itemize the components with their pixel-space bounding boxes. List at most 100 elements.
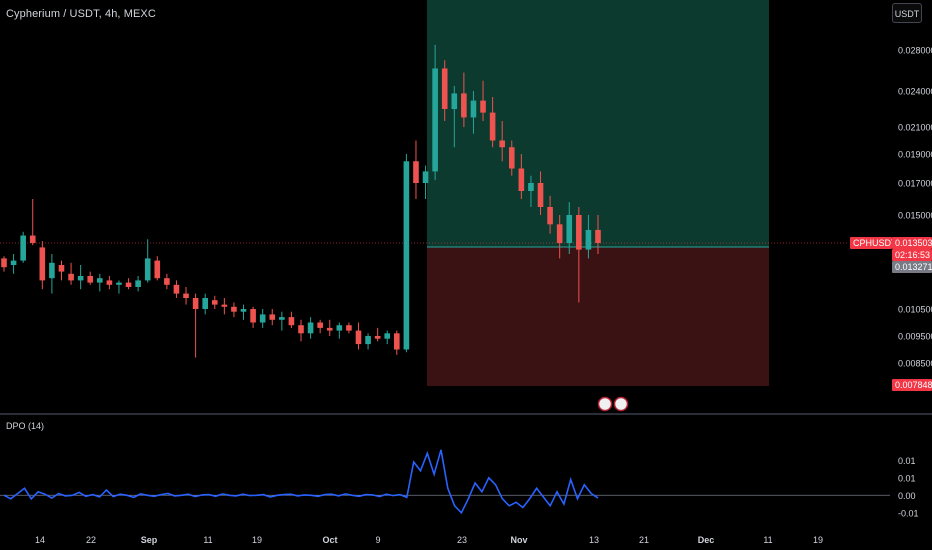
candle: [116, 280, 122, 294]
dpo-line: [3, 449, 599, 515]
candle: [576, 207, 582, 303]
candle-body: [508, 147, 515, 169]
candle-body: [1, 258, 7, 268]
candle-body: [566, 215, 573, 243]
candle-body: [422, 171, 429, 183]
candle: [384, 330, 391, 345]
candle: [451, 85, 458, 148]
candle-body: [58, 265, 65, 272]
candle-body: [77, 276, 84, 281]
candle: [355, 322, 362, 350]
candle-body: [355, 330, 362, 345]
candle-body: [307, 322, 314, 334]
candle: [173, 280, 180, 298]
candle-body: [461, 93, 467, 118]
candle: [595, 215, 601, 254]
price-tick-label: 0.024000: [898, 87, 932, 97]
candle: [518, 154, 525, 199]
candle-body: [346, 325, 352, 331]
candle-body: [202, 298, 208, 309]
candle: [106, 276, 113, 290]
candle-body: [317, 322, 323, 328]
candle-body: [164, 278, 170, 285]
time-tick-label: 21: [639, 535, 649, 545]
candle-body: [384, 333, 391, 339]
candle: [49, 254, 55, 294]
candle: [39, 241, 46, 290]
candle-body: [49, 262, 55, 279]
dpo-tick-label: 0.01: [898, 456, 916, 466]
candle: [403, 154, 410, 353]
candle-body: [489, 112, 496, 141]
candle-body: [298, 325, 304, 334]
chart-title: Cypherium / USDT, 4h, MEXC: [6, 8, 156, 20]
candle-body: [480, 100, 486, 113]
candle-body: [87, 276, 94, 283]
candle: [346, 322, 352, 334]
symbol-tag: [850, 236, 892, 249]
candle-body: [97, 278, 103, 283]
last-price-text: 0.013503: [895, 238, 932, 248]
candle: [489, 97, 496, 148]
candle-body: [259, 314, 266, 323]
candle: [202, 293, 208, 315]
candle-body: [441, 68, 448, 109]
candle-body: [269, 314, 276, 320]
countdown-tag: [892, 248, 932, 261]
candle-body: [537, 183, 544, 207]
candle-body: [547, 207, 553, 225]
us-flag-event-icon[interactable]: [613, 396, 629, 412]
candle: [374, 327, 381, 342]
candle-body: [144, 258, 151, 281]
candle-body: [125, 282, 132, 287]
candle: [183, 287, 189, 305]
news-markers[interactable]: [597, 396, 629, 412]
countdown-text: 02:16:53: [895, 250, 930, 260]
price-tick-label: 0.019000: [898, 150, 932, 160]
candle-body: [221, 304, 228, 307]
candle-body: [279, 317, 285, 320]
candle: [231, 302, 237, 318]
time-tick-label: Oct: [322, 535, 337, 545]
candle-body: [403, 161, 410, 350]
candle-body: [10, 260, 17, 265]
stop-price-tag: [892, 379, 932, 391]
price-tick-label: 0.015000: [898, 211, 932, 221]
candle: [317, 319, 323, 334]
candle: [77, 265, 84, 290]
us-flag-event-icon[interactable]: [597, 396, 613, 412]
candle: [307, 317, 314, 339]
candle: [164, 273, 170, 290]
symbol-tag-text: CPHUSDT: [853, 238, 897, 248]
candle-body: [336, 325, 343, 331]
candle: [336, 322, 343, 339]
candle-body: [250, 309, 256, 323]
candle: [154, 256, 161, 281]
candle: [144, 239, 151, 283]
candle-body: [39, 247, 46, 281]
loss-zone[interactable]: [427, 247, 769, 386]
candle-body: [556, 224, 563, 243]
candle-body: [585, 229, 592, 250]
candle: [461, 72, 467, 127]
candle-body: [231, 306, 237, 312]
candle: [269, 309, 276, 326]
candle: [29, 199, 36, 246]
candle-body: [470, 100, 477, 118]
candle-body: [518, 168, 525, 191]
candle-body: [432, 68, 438, 172]
candle: [326, 319, 333, 336]
candle: [259, 309, 266, 328]
price-tick-label: 0.009500: [898, 332, 932, 342]
candle: [68, 262, 74, 285]
time-tick-label: Nov: [510, 535, 527, 545]
time-tick-label: 22: [86, 535, 96, 545]
currency-button[interactable]: USDT: [892, 3, 922, 23]
profit-zone[interactable]: [427, 0, 769, 247]
candle: [97, 273, 103, 292]
candle: [125, 278, 132, 290]
candle: [1, 256, 7, 272]
candle-body: [365, 336, 371, 345]
candle-body: [173, 284, 180, 294]
